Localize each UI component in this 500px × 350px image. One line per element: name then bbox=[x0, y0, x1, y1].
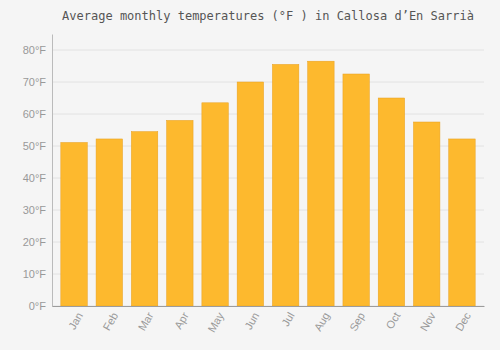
bar bbox=[202, 103, 228, 306]
x-tick: Apr bbox=[172, 306, 191, 331]
grid-line bbox=[52, 50, 484, 51]
y-tick-label: 70°F bbox=[23, 76, 47, 88]
x-tick: Aug bbox=[312, 306, 332, 333]
bar bbox=[378, 98, 404, 306]
x-tick: Jul bbox=[279, 306, 296, 328]
grid-line bbox=[52, 82, 484, 83]
y-tick-label: 10°F bbox=[23, 268, 47, 280]
y-tick: 10°F bbox=[23, 268, 52, 280]
x-tick-label: Oct bbox=[383, 310, 402, 331]
y-tick: 70°F bbox=[23, 76, 52, 88]
y-tick: 50°F bbox=[23, 140, 52, 152]
bar bbox=[343, 74, 369, 306]
y-tick: 60°F bbox=[23, 108, 52, 120]
x-tick: Sep bbox=[347, 306, 367, 333]
x-axis-line bbox=[53, 306, 485, 307]
x-tick-label: Aug bbox=[312, 310, 332, 333]
x-tick-label: May bbox=[205, 310, 226, 334]
y-tick: 40°F bbox=[23, 172, 52, 184]
background bbox=[0, 0, 500, 350]
grid-line bbox=[52, 114, 484, 115]
y-tick-label: 0°F bbox=[29, 300, 47, 312]
x-tick: Oct bbox=[383, 306, 402, 331]
x-tick: May bbox=[205, 306, 226, 334]
x-tick-label: Sep bbox=[347, 310, 367, 333]
x-tick-label: Nov bbox=[418, 310, 438, 333]
y-tick-label: 60°F bbox=[23, 108, 47, 120]
x-tick-label: Mar bbox=[136, 310, 156, 333]
plot-area: 0°F 10°F 20°F 30°F 40°F 50°F 60°F 70°F 80°F Jan Fe… bbox=[23, 35, 485, 335]
x-tick: Dec bbox=[453, 306, 473, 333]
x-tick: Nov bbox=[418, 306, 438, 333]
bar bbox=[61, 142, 87, 306]
y-tick: 80°F bbox=[23, 44, 52, 56]
x-tick-label: Dec bbox=[453, 310, 473, 333]
y-tick: 30°F bbox=[23, 204, 52, 216]
y-tick-label: 80°F bbox=[23, 44, 47, 56]
bar bbox=[167, 120, 193, 306]
x-tick-label: Feb bbox=[100, 310, 120, 332]
y-tick-label: 20°F bbox=[23, 236, 47, 248]
x-tick-label: Jan bbox=[66, 310, 85, 331]
x-tick-label: Jun bbox=[242, 310, 261, 331]
bar bbox=[131, 132, 157, 306]
x-tick-label: Apr bbox=[172, 310, 191, 331]
y-tick-label: 40°F bbox=[23, 172, 47, 184]
title: Average monthly temperatures (°F ) in Ca… bbox=[62, 9, 474, 23]
y-axis: 0°F 10°F 20°F 30°F 40°F 50°F 60°F 70°F 80°F bbox=[23, 35, 53, 313]
bar bbox=[449, 139, 475, 306]
bar bbox=[237, 82, 263, 306]
y-tick: 0°F bbox=[29, 300, 52, 312]
y-tick-label: 50°F bbox=[23, 140, 47, 152]
x-axis: Jan Feb Mar Apr May Jun Jul Aug Sep Oct Nov Dec bbox=[53, 306, 485, 334]
y-tick: 20°F bbox=[23, 236, 52, 248]
x-tick: Jan bbox=[66, 306, 85, 332]
bars bbox=[61, 61, 475, 306]
x-tick: Mar bbox=[136, 306, 156, 333]
x-tick-label: Jul bbox=[279, 310, 296, 328]
y-axis-line bbox=[52, 35, 53, 307]
bar bbox=[413, 122, 439, 306]
chart-svg: 0°F 10°F 20°F 30°F 40°F 50°F 60°F 70°F 80°F Jan Fe… bbox=[0, 0, 500, 350]
y-tick-label: 30°F bbox=[23, 204, 47, 216]
grid bbox=[52, 50, 484, 306]
x-tick: Feb bbox=[100, 306, 120, 333]
bar bbox=[272, 64, 298, 306]
bar bbox=[308, 61, 334, 306]
bar bbox=[96, 139, 122, 306]
x-tick: Jun bbox=[242, 306, 261, 332]
